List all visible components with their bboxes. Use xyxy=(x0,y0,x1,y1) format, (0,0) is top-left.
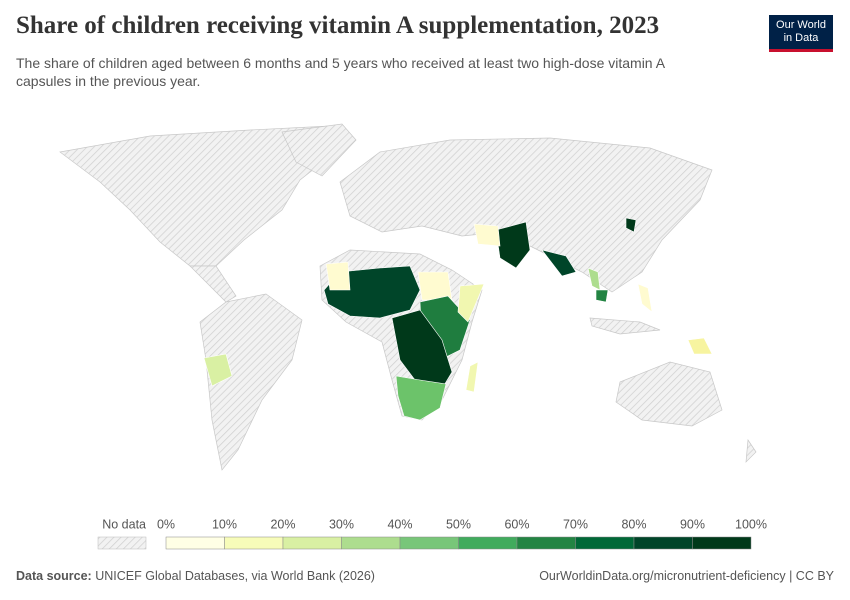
cambodia[interactable] xyxy=(595,289,609,303)
greenland[interactable] xyxy=(281,123,357,177)
sahel-north[interactable] xyxy=(417,271,453,301)
data-countries xyxy=(203,217,713,421)
legend-no-data-label: No data xyxy=(102,517,146,531)
south-asia-west[interactable] xyxy=(495,221,531,269)
legend-label: 50% xyxy=(446,517,471,531)
papua-new-guinea[interactable] xyxy=(687,337,713,355)
central-america[interactable] xyxy=(189,265,237,303)
legend-no-data-swatch[interactable] xyxy=(97,536,147,550)
legend-bin[interactable] xyxy=(575,536,635,550)
footer-url[interactable]: OurWorldinData.org/micronutrient-deficie… xyxy=(539,569,834,583)
legend-label: 10% xyxy=(212,517,237,531)
legend-label: 80% xyxy=(621,517,646,531)
bangladesh-myanmar[interactable] xyxy=(541,249,577,277)
legend-label: 30% xyxy=(329,517,354,531)
mauritania[interactable] xyxy=(325,261,351,291)
source-label: Data source: xyxy=(16,569,92,583)
logo[interactable]: Our World in Data xyxy=(769,15,833,52)
legend-bin[interactable] xyxy=(282,536,342,550)
indonesia[interactable] xyxy=(589,317,661,335)
legend-label: 100% xyxy=(735,517,767,531)
legend-bin[interactable] xyxy=(341,536,401,550)
legend-label: 0% xyxy=(157,517,175,531)
legend: 0% 10% 20% 30% 40% 50% 60% 70% 80% 90% 100% xyxy=(157,517,767,550)
source: UNICEF Global Databases, via World Bank … xyxy=(95,569,375,583)
legend-bin[interactable] xyxy=(692,536,752,550)
southern-africa[interactable] xyxy=(395,375,447,421)
somalia[interactable] xyxy=(457,283,485,323)
title: Share of children receiving vitamin A su… xyxy=(16,12,660,39)
legend-bin[interactable] xyxy=(399,536,459,550)
legend-label: 70% xyxy=(563,517,588,531)
legend-label: 60% xyxy=(504,517,529,531)
logo-line: in Data xyxy=(783,32,819,44)
legend-label: 20% xyxy=(270,517,295,531)
legend-bin[interactable] xyxy=(458,536,518,550)
madagascar[interactable] xyxy=(465,361,479,393)
australia[interactable] xyxy=(615,361,723,427)
subtitle: The share of children aged between 6 mon… xyxy=(16,55,665,89)
logo-line: Our World xyxy=(776,19,826,31)
philippines[interactable] xyxy=(637,283,653,313)
legend-label: 40% xyxy=(387,517,412,531)
north-america[interactable] xyxy=(59,125,339,267)
legend-bin[interactable] xyxy=(224,536,284,550)
legend-label: 90% xyxy=(680,517,705,531)
south-america[interactable] xyxy=(199,293,303,471)
iran[interactable] xyxy=(473,223,501,247)
north-korea[interactable] xyxy=(625,217,637,233)
footer-source: Data source: UNICEF Global Databases, vi… xyxy=(16,569,375,583)
new-zealand[interactable] xyxy=(745,438,757,463)
legend-bin[interactable] xyxy=(165,536,225,550)
central-africa[interactable] xyxy=(391,309,453,393)
legend-bin[interactable] xyxy=(516,536,576,550)
bolivia[interactable] xyxy=(203,353,233,387)
eurasia[interactable] xyxy=(339,137,713,293)
legend-bin[interactable] xyxy=(633,536,693,550)
